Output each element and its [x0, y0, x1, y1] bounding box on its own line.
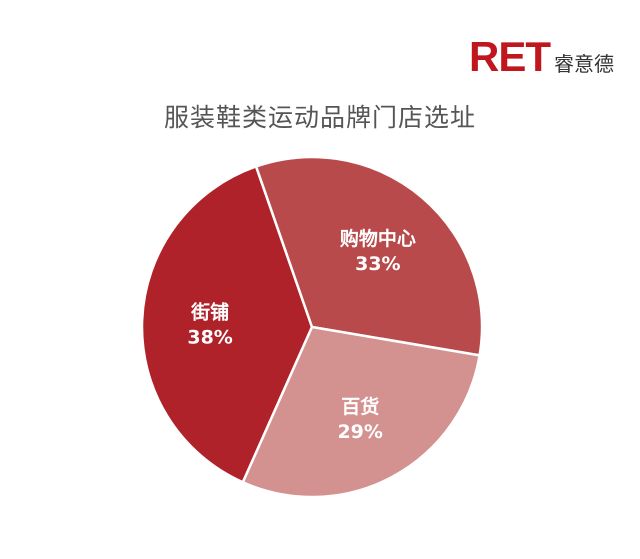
- pie-slice-0: [140, 165, 314, 484]
- pie-slice-value-0: 38%: [187, 327, 232, 349]
- brand-logo-mark: RET: [469, 33, 551, 80]
- pie-slice-label-0: 街铺: [190, 301, 229, 324]
- pie-slice-1: [254, 155, 484, 357]
- brand-logo: RET 睿意德: [469, 36, 614, 78]
- pie-slice-label-1: 购物中心: [340, 227, 416, 250]
- pie-slice-value-2: 29%: [337, 421, 382, 443]
- chart-title: 服装鞋类运动品牌门店选址: [163, 103, 476, 132]
- pie-slice-value-1: 33%: [355, 253, 400, 275]
- brand-logo-text: 睿意德: [554, 52, 614, 76]
- pie-slice-label-2: 百货: [341, 395, 379, 418]
- pie-slice-2: [241, 325, 481, 499]
